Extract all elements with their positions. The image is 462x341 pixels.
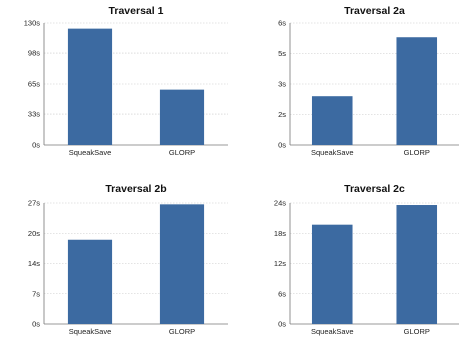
chart-1: Traversal 1 0s 33s 65s 98s 130s SqueakSave GLOR… <box>24 5 228 157</box>
chart-title: Traversal 2c <box>344 183 405 195</box>
y-tick-label: 3s <box>278 80 286 89</box>
y-tick-label: 0s <box>32 320 40 329</box>
y-tick-label: 98s <box>28 49 40 58</box>
y-tick-label: 6s <box>278 289 286 298</box>
x-tick-label: GLORP <box>404 327 430 336</box>
y-tick-label: 65s <box>28 80 40 89</box>
y-tick-label: 0s <box>278 320 286 329</box>
y-tick-label: 20s <box>28 229 40 238</box>
y-tick-label: 12s <box>274 259 286 268</box>
x-tick-label: SqueakSave <box>311 148 354 157</box>
y-tick-label: 27s <box>28 199 40 208</box>
bar-glorp <box>396 205 438 324</box>
y-tick-label: 0s <box>278 141 286 150</box>
chart-title: Traversal 1 <box>109 5 164 17</box>
x-tick-label: GLORP <box>404 148 430 157</box>
chart-3: Traversal 2b 0s 7s 14s 20s 27s SqueakSave GLORP <box>28 183 228 336</box>
y-tick-label: 14s <box>28 259 40 268</box>
chart-title: Traversal 2b <box>105 183 166 195</box>
chart-4: Traversal 2c 0s 6s 12s 18s 24s SqueakSave GLORP <box>274 183 459 336</box>
y-tick-label: 6s <box>278 19 286 28</box>
y-tick-label: 2s <box>278 110 286 119</box>
y-tick-label: 7s <box>32 289 40 298</box>
y-tick-label: 24s <box>274 199 286 208</box>
x-tick-label: SqueakSave <box>311 327 354 336</box>
x-tick-label: GLORP <box>169 327 195 336</box>
x-tick-label: GLORP <box>169 148 195 157</box>
chart-title: Traversal 2a <box>344 5 405 17</box>
bar-squeaksave <box>67 239 113 324</box>
x-tick-label: SqueakSave <box>69 148 112 157</box>
x-tick-label: SqueakSave <box>69 327 112 336</box>
bar-glorp <box>396 37 438 145</box>
y-tick-label: 18s <box>274 229 286 238</box>
y-tick-label: 5s <box>278 49 286 58</box>
y-tick-label: 130s <box>24 19 41 28</box>
chart-2: Traversal 2a 0s 2s 3s 5s 6s SqueakSave GLORP <box>278 5 459 157</box>
bar-glorp <box>159 89 205 145</box>
bar-squeaksave <box>67 28 113 146</box>
bar-squeaksave <box>311 96 353 145</box>
bar-squeaksave <box>311 224 353 324</box>
y-tick-label: 33s <box>28 110 40 119</box>
bar-glorp <box>159 204 205 324</box>
y-tick-label: 0s <box>32 141 40 150</box>
